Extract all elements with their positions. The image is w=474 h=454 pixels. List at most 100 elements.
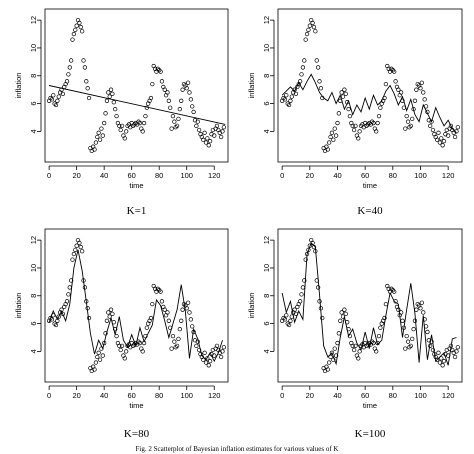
data-point	[313, 29, 318, 34]
x-axis: 0 20 40 60 80 100 120 time	[47, 165, 220, 190]
data-point	[172, 339, 177, 344]
data-point	[353, 343, 358, 348]
data-point	[118, 347, 123, 353]
data-point	[317, 79, 322, 84]
x-tick-label: 60	[128, 391, 136, 400]
data-point	[306, 247, 311, 253]
plot-frame	[44, 8, 229, 163]
data-point	[356, 356, 361, 361]
data-point	[284, 93, 289, 98]
x-tick-label: 0	[47, 391, 51, 400]
data-point	[325, 147, 330, 152]
data-point	[132, 122, 137, 127]
data-point	[304, 31, 310, 37]
data-point	[56, 314, 61, 319]
x-tick-label: 80	[155, 391, 163, 400]
data-point	[374, 129, 379, 134]
data-point	[392, 289, 397, 294]
data-point	[162, 87, 167, 92]
data-point	[297, 299, 303, 304]
data-point	[49, 97, 55, 102]
observation-points	[280, 237, 461, 374]
data-point	[374, 349, 379, 354]
data-point	[375, 120, 380, 126]
data-point	[206, 363, 211, 368]
y-tick-label: 4	[262, 349, 271, 353]
data-point	[93, 360, 99, 365]
data-point	[306, 27, 311, 33]
x-tick-label: 0	[280, 171, 284, 180]
data-point	[285, 101, 290, 106]
data-point	[170, 113, 176, 119]
data-point	[74, 23, 79, 28]
data-point	[130, 343, 136, 348]
data-point	[338, 318, 343, 323]
x-tick-label: 80	[389, 171, 397, 180]
data-point	[371, 340, 376, 346]
data-point	[214, 123, 220, 128]
data-point	[202, 130, 207, 135]
data-point	[436, 350, 441, 355]
panel-caption: K=1	[127, 205, 147, 217]
data-point	[297, 79, 303, 84]
y-axis: 4 6 8 10 12 inflation	[247, 16, 275, 133]
data-point	[173, 345, 178, 350]
data-point	[428, 123, 433, 128]
data-point	[84, 79, 89, 84]
data-point	[52, 321, 57, 326]
data-point	[284, 313, 289, 318]
data-point	[371, 120, 376, 126]
data-point	[390, 68, 395, 73]
panel-caption: K=100	[355, 428, 386, 440]
data-point	[281, 315, 286, 321]
data-point	[299, 72, 304, 77]
y-axis-title: inflation	[247, 293, 256, 319]
data-point	[179, 318, 184, 323]
data-point	[218, 134, 224, 140]
data-point	[81, 58, 86, 63]
x-tick-label: 80	[155, 171, 163, 180]
data-point	[177, 327, 182, 332]
data-point	[286, 322, 292, 328]
data-point	[102, 120, 107, 126]
data-point	[439, 356, 444, 361]
y-tick-label: 6	[29, 101, 38, 105]
data-point	[281, 95, 286, 101]
data-point	[440, 143, 445, 148]
x-tick-label: 80	[389, 391, 397, 400]
data-point	[166, 98, 171, 103]
x-axis-title: time	[363, 181, 377, 190]
data-point	[117, 343, 122, 348]
data-point	[302, 278, 307, 283]
data-point	[414, 87, 419, 92]
data-point	[418, 306, 423, 311]
data-point	[111, 100, 116, 105]
data-point	[55, 98, 60, 103]
y-tick-label: 12	[29, 16, 38, 24]
data-point	[140, 129, 145, 134]
data-point	[108, 307, 114, 312]
data-point	[446, 133, 451, 138]
data-point	[317, 299, 322, 304]
data-point	[158, 289, 163, 294]
data-point	[347, 113, 353, 119]
data-point	[92, 147, 97, 152]
data-point	[78, 244, 83, 250]
data-point	[333, 133, 339, 138]
data-point	[66, 292, 71, 297]
fitted-line	[49, 85, 226, 125]
data-point	[106, 310, 111, 315]
data-point	[351, 347, 357, 353]
data-point	[302, 58, 307, 63]
data-point	[100, 353, 105, 358]
data-point	[343, 91, 348, 96]
data-point	[410, 116, 415, 122]
data-point	[436, 130, 441, 135]
data-point	[124, 349, 129, 354]
data-point	[70, 257, 75, 262]
data-point	[114, 113, 119, 119]
data-point	[64, 299, 70, 304]
data-point	[143, 113, 148, 119]
x-tick-label: 100	[180, 391, 193, 400]
data-point	[327, 360, 332, 365]
